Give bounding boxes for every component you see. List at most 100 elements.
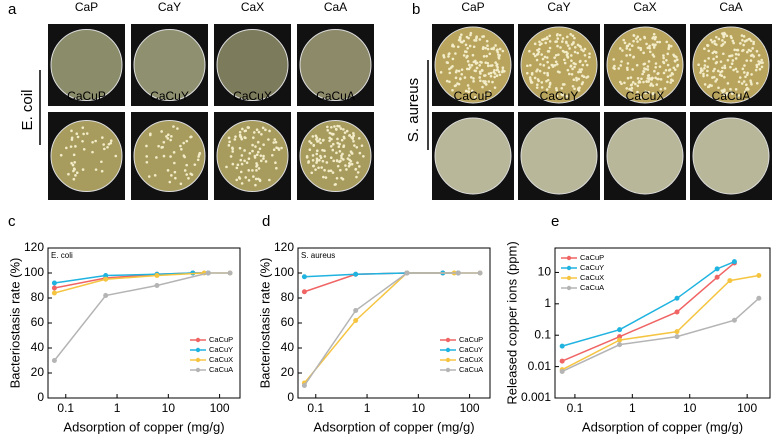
colony [543, 37, 547, 41]
data-point [674, 334, 680, 340]
colony [342, 158, 345, 161]
plate-label: CaY [547, 0, 570, 14]
colony [459, 77, 462, 81]
colony [467, 90, 470, 93]
colony [745, 88, 748, 91]
colony [460, 68, 464, 71]
colony [475, 66, 479, 70]
colony [577, 89, 581, 92]
colony [473, 69, 477, 72]
colony [630, 86, 634, 90]
colony [543, 71, 546, 75]
colony [312, 144, 316, 147]
colony [487, 80, 491, 83]
colony [580, 48, 583, 51]
colony [354, 167, 358, 171]
colony [486, 61, 490, 65]
plate [133, 29, 206, 101]
colony [647, 90, 650, 94]
legend-label: CaCuA [209, 365, 233, 374]
colony [715, 55, 719, 58]
colony [231, 147, 234, 151]
colony [722, 52, 725, 56]
colony [646, 46, 650, 50]
colony [81, 168, 85, 171]
colony [330, 125, 333, 129]
colony [713, 39, 716, 43]
colony [355, 145, 359, 149]
colony [571, 84, 575, 88]
colony [642, 69, 645, 73]
colony [468, 44, 472, 48]
colony [239, 170, 243, 174]
colony [484, 82, 488, 86]
colony [170, 135, 173, 138]
plate [299, 29, 372, 101]
colony [262, 143, 265, 146]
colony [185, 173, 189, 176]
colony [643, 35, 646, 39]
colony [725, 91, 729, 95]
colony [635, 63, 639, 67]
legend-marker [195, 357, 201, 363]
plate-label: CaCuP [67, 89, 106, 103]
colony [635, 37, 638, 40]
colony [556, 70, 560, 73]
y-axis-label: Released copper ions (ppm) [504, 241, 519, 404]
colony [198, 151, 202, 155]
colony [572, 78, 576, 82]
colony [564, 40, 568, 44]
colony [253, 154, 257, 158]
legend-marker [445, 367, 451, 373]
colony [472, 77, 475, 80]
colony [647, 60, 651, 63]
colony [632, 55, 636, 59]
y-tick-label: 60 [31, 315, 45, 329]
colony [332, 159, 336, 163]
y-axis-label: Bacteriostasis rate (%) [7, 258, 22, 389]
colony [442, 54, 446, 58]
data-point [617, 342, 623, 348]
colony [669, 74, 672, 77]
colony [535, 53, 539, 56]
colony [328, 139, 331, 143]
colony [452, 45, 456, 48]
colony [323, 155, 327, 158]
colony [528, 76, 532, 79]
colony [155, 156, 158, 159]
colony [669, 81, 673, 84]
colony [579, 59, 582, 63]
x-tick-label: 0.1 [567, 401, 584, 415]
plate-label: CaA [324, 0, 347, 14]
colony [325, 161, 329, 164]
colony [314, 168, 317, 171]
colony [255, 128, 259, 132]
colony [711, 40, 714, 44]
colony [741, 49, 744, 53]
colony [731, 59, 735, 62]
colony [712, 69, 715, 73]
colony [478, 63, 482, 67]
colony [715, 78, 719, 81]
colony [238, 146, 242, 150]
colony [751, 47, 754, 50]
data-point [559, 368, 565, 374]
colony [323, 149, 326, 153]
colony [463, 76, 467, 79]
colony [636, 40, 639, 43]
data-point [617, 337, 623, 343]
colony [734, 88, 738, 91]
y-tick-label: 100 [274, 265, 294, 279]
colony [566, 44, 570, 47]
colony [730, 36, 733, 40]
colony [147, 175, 151, 178]
colony [566, 68, 570, 72]
colony [326, 129, 330, 132]
colony [744, 75, 747, 79]
colony [469, 75, 473, 79]
colony [745, 83, 748, 87]
colony [669, 44, 673, 48]
colony [546, 73, 550, 77]
colony [479, 60, 482, 64]
colony [338, 149, 342, 153]
